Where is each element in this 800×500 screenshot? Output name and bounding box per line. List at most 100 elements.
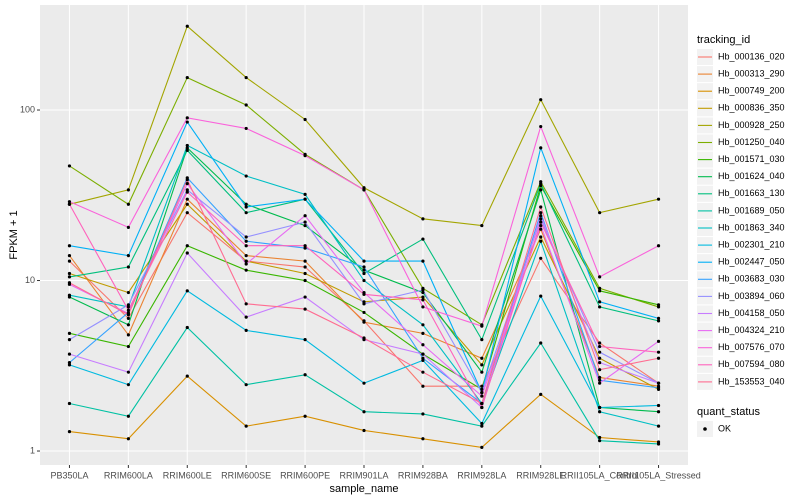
data-point (185, 244, 189, 248)
data-point (539, 124, 543, 129)
data-point (362, 302, 366, 306)
data-point (244, 202, 248, 206)
data-point (126, 225, 130, 229)
data-point (185, 143, 189, 148)
legend-label: Hb_001571_030 (718, 154, 785, 164)
data-point (421, 331, 425, 335)
data-point (126, 316, 130, 320)
data-point (480, 338, 484, 342)
data-point (185, 182, 189, 186)
data-point (539, 205, 543, 209)
data-point (303, 117, 307, 122)
data-point (480, 421, 484, 426)
data-point (67, 429, 72, 434)
legend-label: Hb_000928_250 (718, 120, 785, 130)
data-point (67, 275, 72, 279)
data-point (656, 303, 661, 307)
data-point (598, 341, 602, 345)
data-point (480, 356, 484, 360)
data-point (539, 223, 543, 228)
data-point (656, 381, 661, 385)
data-point (244, 75, 248, 80)
legend-label: OK (718, 423, 731, 433)
data-point (421, 298, 425, 302)
legend-label: Hb_004158_050 (718, 308, 785, 318)
data-point (421, 288, 425, 292)
data-point (598, 289, 602, 293)
data-point (598, 350, 602, 354)
data-point (67, 401, 72, 406)
data-point (539, 220, 543, 224)
data-point (480, 324, 484, 328)
data-point (244, 174, 248, 178)
data-point (185, 116, 189, 120)
x-tick-label: RRIM928LE (516, 470, 565, 480)
data-point (421, 437, 425, 441)
legend-label: Hb_003683_030 (718, 274, 785, 284)
data-point (67, 202, 72, 206)
data-point (244, 424, 248, 428)
x-tick-label: PB350LA (50, 470, 88, 480)
data-point (421, 370, 425, 374)
data-point (244, 211, 248, 215)
legend-label: Hb_153553_040 (718, 376, 785, 386)
data-point (244, 235, 248, 239)
data-point (244, 239, 248, 243)
x-tick-label: RRIM928BA (398, 470, 448, 480)
data-point (244, 268, 248, 272)
data-point (126, 344, 130, 349)
data-point (126, 265, 130, 269)
data-point (480, 401, 484, 406)
legend-label: Hb_000136_020 (718, 51, 785, 61)
legend-label: Hb_007576_070 (718, 342, 785, 352)
data-point (598, 410, 602, 414)
x-tick-label: RRIM600LA (104, 470, 153, 480)
data-point (185, 188, 189, 192)
data-point (656, 339, 661, 343)
data-point (67, 338, 72, 342)
data-point (480, 387, 484, 391)
data-point (126, 308, 130, 312)
data-point (480, 384, 484, 388)
data-point (480, 394, 484, 398)
data-point (362, 336, 366, 340)
data-point (126, 303, 130, 307)
data-point (67, 281, 72, 285)
data-point (656, 410, 661, 414)
data-point (421, 384, 425, 388)
data-point (185, 120, 189, 124)
data-point (656, 244, 661, 248)
data-point (598, 356, 602, 360)
legend-label: Hb_001689_050 (718, 205, 785, 215)
data-point (598, 435, 602, 440)
data-point (362, 292, 366, 296)
legend-label: Hb_001624_040 (718, 171, 785, 181)
data-point (598, 275, 602, 279)
data-point (185, 190, 189, 194)
data-point (362, 310, 366, 315)
data-point (303, 214, 307, 218)
data-point (656, 403, 661, 408)
data-point (303, 271, 307, 276)
data-point (480, 223, 484, 228)
data-point (67, 200, 72, 204)
data-point (539, 256, 543, 260)
data-point (480, 363, 484, 367)
x-tick-label: RRIM600SE (221, 470, 271, 480)
data-point (362, 410, 366, 414)
data-point (185, 75, 189, 80)
data-point (539, 146, 543, 150)
data-point (303, 414, 307, 418)
data-point (656, 319, 661, 323)
data-point (598, 211, 602, 215)
data-point (656, 316, 661, 320)
data-point (598, 286, 602, 290)
data-point (126, 437, 130, 441)
x-tick-label: RRIM600PE (280, 470, 330, 480)
data-point (362, 381, 366, 385)
data-point (185, 251, 189, 255)
legend-label: Hb_001250_040 (718, 137, 785, 147)
legend-label: Hb_007594_080 (718, 359, 785, 369)
data-point (598, 344, 602, 349)
